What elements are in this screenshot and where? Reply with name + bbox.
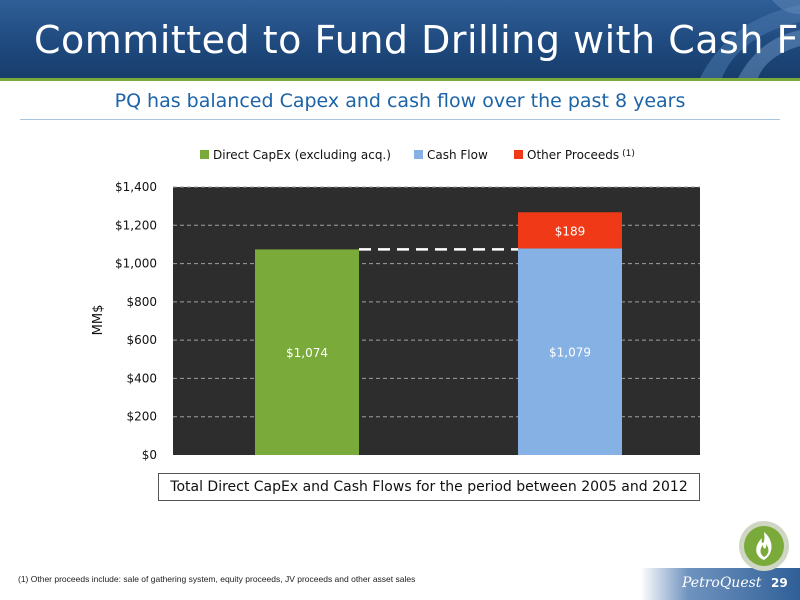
slide-header: Committed to Fund Drilling with Cash Flo… [0,0,800,78]
data-label: $1,079 [549,346,591,360]
bars: $1,074 $1,079 $189 [255,212,622,455]
footnote: (1) Other proceeds include: sale of gath… [18,574,416,584]
y-tick-label: $1,200 [115,218,157,232]
legend-label: Cash Flow [427,148,488,162]
legend-label: Direct CapEx (excluding acq.) [213,148,391,162]
page-number: 29 [771,576,788,590]
data-label: $1,074 [286,346,328,360]
slide-title: Committed to Fund Drilling with Cash Flo… [34,18,800,62]
y-tick-label: $1,400 [115,180,157,194]
y-tick-label: $800 [126,295,157,309]
chart-caption: Total Direct CapEx and Cash Flows for th… [158,473,700,501]
y-tick-label: $200 [126,410,157,424]
slide-subtitle: PQ has balanced Capex and cash flow over… [114,90,686,112]
subtitle-divider [20,119,780,120]
bar-segment [255,249,359,455]
legend-swatch [514,150,523,159]
brand-logo: PetroQuest [682,575,762,591]
y-tick-label: $600 [126,333,157,347]
title-divider [0,78,800,81]
y-tick-label: $1,000 [115,257,157,271]
legend-swatch [200,150,209,159]
y-axis-label: MM$ [91,305,106,336]
y-tick-label: $0 [142,448,157,462]
legend: Direct CapEx (excluding acq.) Cash Flow Ot… [200,148,635,162]
y-axis-ticks: $0 $200 $400 $600 $800 $1,000 $1,200 $1,400 [115,180,157,462]
swoosh-decoration-icon [700,0,800,78]
legend-label: Other Proceeds (1) [527,148,635,162]
y-tick-label: $400 [126,371,157,385]
legend-swatch [414,150,423,159]
bar-segment [518,212,622,249]
bar-segment [518,248,622,455]
data-label: $189 [555,224,586,238]
flame-logo-icon [739,521,789,571]
footer-band [640,568,800,600]
stacked-bar-chart: $0 $200 $400 $600 $800 $1,000 $1,200 $1,400 MM$… [91,148,700,462]
